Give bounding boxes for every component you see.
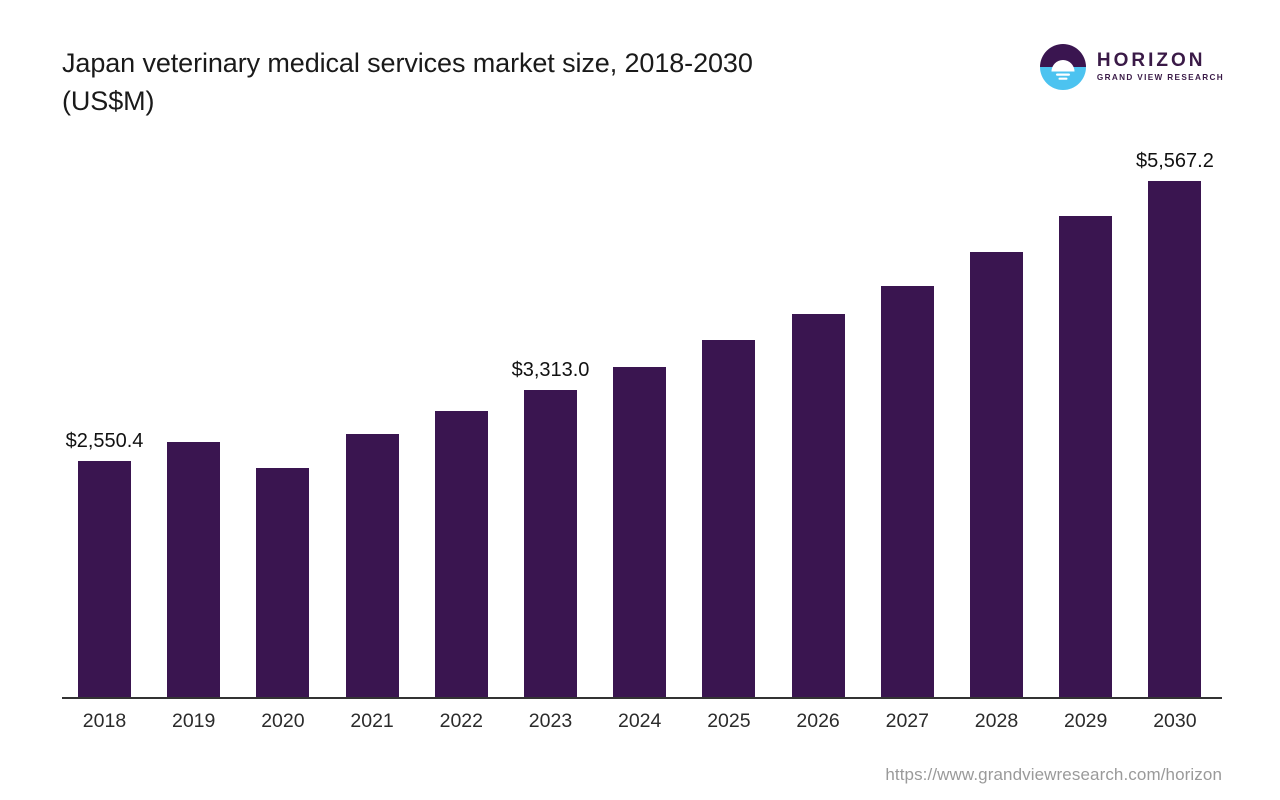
bar-2027[interactable]: [880, 285, 934, 698]
x-tick-2020: 2020: [261, 710, 305, 732]
x-tick-2024: 2024: [617, 710, 662, 732]
x-tick-2029: 2029: [1063, 710, 1108, 732]
logo-wordmark: HORIZON GRAND VIEW RESEARCH: [1097, 51, 1224, 82]
x-tick-2026: 2026: [796, 710, 840, 732]
x-tick-2030: 2030: [1153, 710, 1197, 732]
page-title-line-2: (US$M): [62, 86, 155, 116]
x-tick-2019: 2019: [171, 710, 216, 732]
bar-2029[interactable]: [1059, 215, 1113, 698]
bar-value-label-2030: $5,567.2: [1135, 149, 1214, 172]
x-axis-tick-labels: 2018 2019 2020 2021 2022 2023 2024 2025 2026 2027…: [62, 710, 1222, 744]
x-tick-2018: 2018: [82, 710, 127, 732]
bar-2022[interactable]: [434, 411, 488, 698]
bar-2024[interactable]: [613, 367, 667, 698]
bar-value-label-2023: $3,313.0: [511, 359, 590, 382]
horizon-logo-icon: [1039, 44, 1086, 90]
page-title: Japan veterinary medical services market…: [62, 44, 1022, 120]
x-tick-2023: 2023: [528, 710, 573, 732]
bar-2028[interactable]: [970, 252, 1023, 698]
x-tick-2027: 2027: [885, 710, 929, 732]
bar-2019[interactable]: [167, 441, 221, 698]
page-title-line-1: Japan veterinary medical services market…: [62, 48, 753, 78]
bar-2020[interactable]: [256, 467, 310, 698]
bar-2021[interactable]: [345, 433, 399, 698]
x-tick-2021: 2021: [350, 710, 394, 732]
x-tick-2028: 2028: [974, 710, 1019, 732]
x-tick-2025: 2025: [707, 710, 751, 732]
bar-2023[interactable]: [524, 390, 577, 698]
bar-chart-plot-area: $2,550.4 $3,313.0 $5,567.2: [62, 150, 1222, 698]
bar-value-label-2018: $2,550.4: [65, 430, 144, 453]
bar-2026[interactable]: [791, 313, 845, 698]
footer-url[interactable]: https://www.grandviewresearch.com/horizo…: [885, 765, 1222, 784]
logo-tagline: GRAND VIEW RESEARCH: [1096, 73, 1224, 83]
bar-2018[interactable]: [78, 461, 131, 698]
x-tick-2022: 2022: [439, 710, 483, 732]
x-axis-line: [62, 697, 1222, 699]
bar-2030[interactable]: [1148, 180, 1202, 698]
logo-name: HORIZON: [1096, 50, 1206, 72]
bar-2025[interactable]: [702, 340, 756, 698]
brand-logo: HORIZON GRAND VIEW RESEARCH: [1039, 44, 1224, 90]
